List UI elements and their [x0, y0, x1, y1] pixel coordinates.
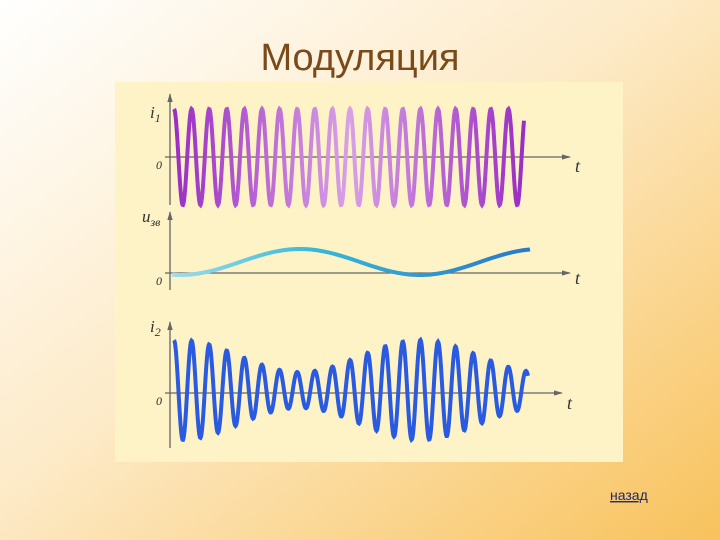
origin-label: 0	[156, 274, 162, 288]
subscript: 1	[155, 111, 161, 125]
origin-label: 0	[156, 394, 162, 408]
axis-label: t	[575, 268, 581, 288]
modulated-wave	[172, 336, 530, 444]
label: i	[150, 103, 155, 122]
axis-label: i2	[150, 317, 161, 339]
subscript: зв	[150, 215, 161, 229]
slide-title: Модуляция	[260, 37, 459, 79]
axis-label: t	[575, 156, 581, 176]
carrier-wave	[172, 105, 526, 209]
subscript: 2	[155, 325, 161, 339]
axis-label: uзв	[142, 207, 160, 229]
sound-wave	[171, 247, 531, 277]
back-link[interactable]: назад	[610, 487, 648, 503]
label: i	[150, 317, 155, 336]
origin-label: 0	[156, 158, 162, 172]
axis-label: t	[567, 393, 573, 413]
axis-label: i1	[150, 103, 161, 125]
label: u	[142, 207, 151, 226]
